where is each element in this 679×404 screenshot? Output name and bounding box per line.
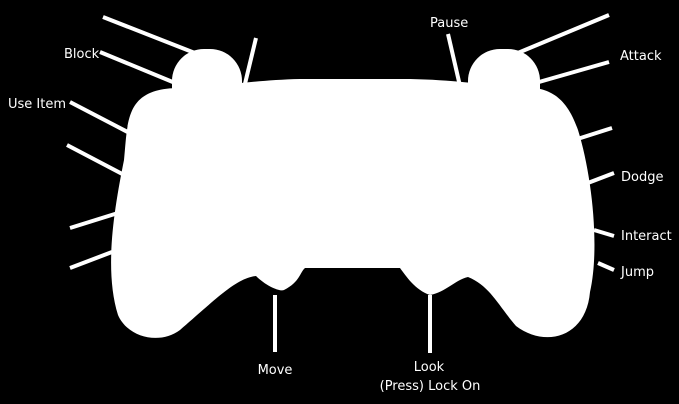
leader-line-jump <box>597 261 615 272</box>
label-dodge: Dodge <box>621 170 663 185</box>
controller-body <box>111 79 595 338</box>
label-use-item: Use Item <box>8 97 66 112</box>
label-attack: Attack <box>620 49 662 64</box>
leader-line-attack <box>531 60 610 86</box>
leader-line-block <box>99 50 181 87</box>
leader-line-dpad-down <box>69 250 113 270</box>
label-look: Look <box>414 360 445 375</box>
leader-lines <box>66 13 615 353</box>
label-lock-on: (Press) Lock On <box>380 379 481 394</box>
leader-line-select <box>241 37 258 93</box>
leader-line-face-top <box>567 126 613 144</box>
leader-line-pause <box>446 33 462 87</box>
leader-line-interact <box>593 228 615 238</box>
button-labels: Block Use Item Pause Attack Dodge Intera… <box>8 16 672 394</box>
label-block: Block <box>64 47 100 62</box>
leader-line-dpad-up <box>69 211 119 230</box>
leader-line-dodge <box>579 171 615 188</box>
leader-line-dpad-left <box>66 143 131 180</box>
controller-silhouette <box>111 49 595 338</box>
leader-line-use-item <box>69 100 144 142</box>
label-move: Move <box>258 363 293 378</box>
label-interact: Interact <box>621 229 672 244</box>
label-pause: Pause <box>430 16 468 31</box>
leader-line-right-trigger <box>507 13 610 59</box>
label-jump: Jump <box>620 265 654 280</box>
leader-line-left-trigger <box>102 15 201 57</box>
